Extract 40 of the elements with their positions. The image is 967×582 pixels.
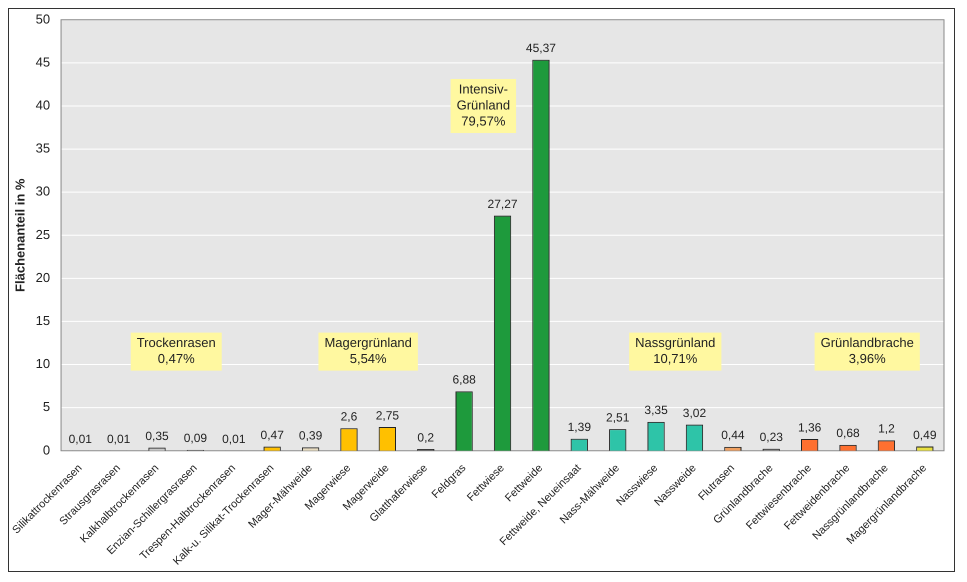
data-label: 0,09 [184, 431, 208, 446]
data-label: 1,39 [568, 420, 592, 434]
data-label: 27,27 [488, 196, 518, 211]
data-label: 1,36 [798, 420, 822, 434]
y-tick-label: 15 [36, 313, 50, 328]
data-label: 0,44 [721, 428, 745, 442]
data-label: 0,68 [836, 426, 860, 440]
data-label: 3,35 [644, 403, 668, 418]
y-tick-label: 50 [36, 11, 50, 26]
data-label: 0,49 [913, 428, 937, 442]
data-label: 3,02 [682, 406, 706, 420]
y-axis-title: Flächenanteil in % [12, 178, 28, 292]
data-label: 0,01 [68, 432, 92, 446]
y-tick-label: 35 [36, 140, 50, 156]
y-tick-label: 45 [36, 54, 50, 70]
y-tick-label: 30 [36, 184, 50, 199]
annotation: Magergrünland 5,54% [324, 335, 412, 366]
data-label: 0,35 [145, 428, 170, 443]
y-tick-label: 10 [36, 356, 50, 372]
y-tick-label: 20 [36, 270, 50, 285]
data-label: 0,39 [298, 428, 323, 443]
y-tick-label: 40 [36, 98, 50, 113]
annotation: Grünlandbrache 3,96% [820, 335, 914, 366]
data-label: 0,01 [106, 432, 131, 446]
annotation: Nassgrünland 10,71% [635, 335, 716, 366]
data-label: 6,88 [452, 372, 476, 387]
data-label: 0,2 [417, 430, 434, 444]
y-tick-label: 5 [42, 399, 50, 414]
data-label: 0,01 [222, 432, 246, 446]
data-label: 0,23 [760, 430, 784, 444]
y-tick-label: 25 [36, 226, 50, 242]
annotation: Intensiv- Grünland 79,57% [456, 82, 510, 129]
data-label: 0,47 [260, 428, 284, 442]
y-tick-label: 0 [42, 442, 50, 458]
data-label: 45,37 [526, 41, 556, 56]
data-label: 1,2 [878, 422, 896, 436]
annotation: Trockenrasen 0,47% [136, 335, 216, 366]
data-label: 2,6 [340, 410, 358, 424]
data-label: 2,75 [376, 408, 400, 422]
data-label: 2,51 [606, 410, 630, 424]
